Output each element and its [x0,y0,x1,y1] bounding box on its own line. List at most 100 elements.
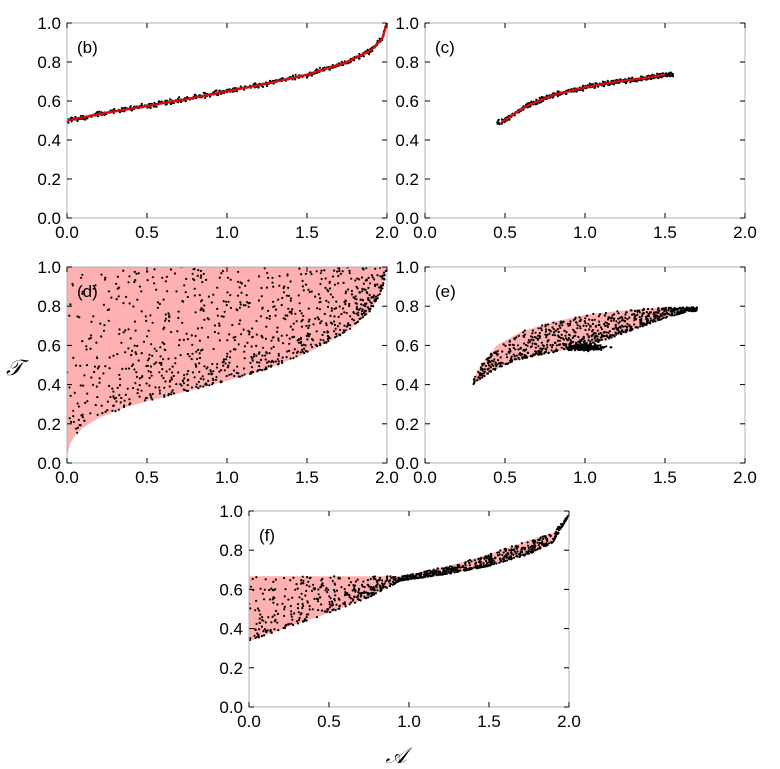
scatter-point [296,350,299,353]
scatter-point [122,302,125,305]
y-tick-label: 0.2 [395,415,419,434]
scatter-point [464,566,468,569]
scatter-point [115,298,118,301]
scatter-point [368,299,371,302]
scatter-point [221,361,224,364]
scatter-point [485,565,488,568]
scatter-point [574,316,577,319]
scatter-point [182,338,185,341]
scatter-point [510,355,513,358]
scatter-point [666,74,669,77]
scatter-point [328,337,331,340]
scatter-point [200,299,204,302]
scatter-point [660,308,664,311]
scatter-point [140,102,143,105]
scatter-point [329,321,333,324]
scatter-point [326,305,330,308]
scatter-point [571,340,575,344]
scatter-point [384,585,387,589]
scatter-point [296,587,299,590]
scatter-point [487,362,490,365]
scatter-point [512,346,515,350]
scatter-point [202,378,205,381]
scatter-point [195,385,198,388]
scatter-point [197,348,200,351]
scatter-point [215,366,219,369]
scatter-point [344,605,347,608]
scatter-point [533,336,537,339]
y-tick-label: 0.4 [395,131,419,150]
scatter-point [287,286,290,289]
scatter-point [223,369,226,372]
scatter-point [595,347,598,350]
scatter-point [169,98,172,101]
scatter-point [505,559,509,562]
scatter-point [578,325,581,328]
scatter-point [86,400,89,403]
scatter-point [337,274,340,278]
scatter-point [271,281,274,284]
scatter-point [327,339,330,343]
scatter-point [357,57,361,60]
scatter-point [302,604,305,608]
scatter-point [290,615,293,618]
scatter-point [193,278,196,282]
scatter-point [261,616,264,619]
scatter-point [549,534,552,538]
scatter-point [191,371,195,374]
scatter-point [250,370,253,374]
scatter-point [258,361,261,364]
scatter-point [243,345,246,348]
scatter-point [165,370,168,373]
scatter-point [501,362,504,365]
scatter-point [162,377,165,380]
scatter-point [108,384,111,388]
scatter-point [137,272,140,275]
scatter-point [339,272,342,275]
scatter-point [325,299,328,302]
scatter-point [207,295,210,298]
scatter-point [607,331,610,334]
scatter-point [539,542,542,545]
scatter-point [537,544,541,547]
scatter-point [376,297,379,300]
scatter-point [244,284,247,287]
scatter-point [178,96,181,99]
scatter-point [135,272,138,275]
scatter-point [218,324,221,327]
y-tick-label: 0.6 [395,92,419,111]
scatter-point [453,571,456,574]
scatter-point [368,308,371,311]
scatter-point [283,576,286,580]
scatter-point [276,326,279,329]
scatter-point [202,91,205,94]
scatter-point [428,569,431,572]
scatter-point [132,386,135,390]
scatter-point [78,424,81,427]
scatter-point [265,286,268,289]
scatter-point [331,296,334,299]
scatter-point [315,330,318,333]
scatter-point [688,306,691,309]
x-tick-label: 1.5 [295,468,319,487]
scatter-point [134,329,137,332]
scatter-point [297,622,300,625]
scatter-point [417,576,420,579]
scatter-point [522,553,525,556]
scatter-point [270,587,273,590]
scatter-point [657,315,661,318]
scatter-point [550,349,553,352]
scatter-point [76,315,79,318]
scatter-point [296,607,300,610]
scatter-point [606,324,609,328]
scatter-point [288,349,291,352]
scatter-point [133,280,136,284]
scatter-point [143,399,146,402]
scatter-point [354,295,357,298]
scatter-series-c [496,71,675,126]
scatter-point [532,339,535,342]
scatter-point [656,317,659,320]
scatter-point [362,580,365,583]
scatter-point [228,361,231,364]
scatter-point [355,596,358,599]
